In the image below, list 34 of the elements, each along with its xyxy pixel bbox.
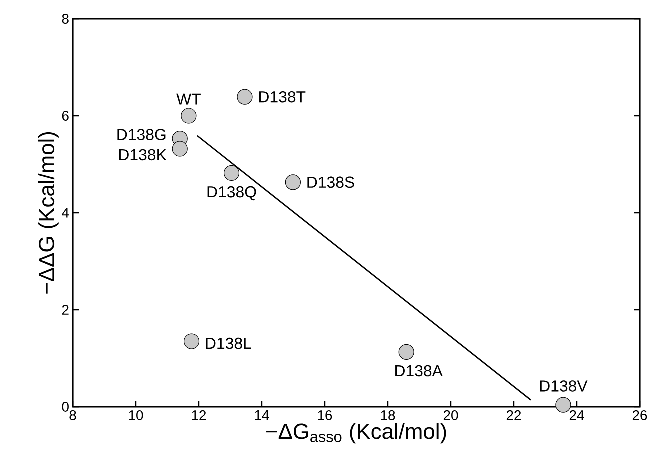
y-tick-label: 6 xyxy=(62,111,69,121)
point xyxy=(398,344,414,360)
annotation: D138Q xyxy=(208,186,256,201)
x-tick-label: 16 xyxy=(318,410,332,420)
annotation: WT xyxy=(176,94,201,105)
point xyxy=(184,334,200,350)
y-axis-title: −ΔΔG (Kcal/mol) xyxy=(38,132,59,294)
point xyxy=(224,165,240,182)
point xyxy=(181,108,197,124)
y-tick-label: 4 xyxy=(62,208,70,218)
y-tick-label: 8 xyxy=(62,14,69,24)
point xyxy=(237,89,253,105)
annotation: D138L xyxy=(206,338,252,350)
annotation: D138V xyxy=(540,380,588,392)
annotation: D138K xyxy=(119,149,167,161)
x-tick-label: 24 xyxy=(570,410,584,420)
point xyxy=(285,174,301,190)
x-tick-label: 8 xyxy=(70,410,76,420)
annotation: D138T xyxy=(260,91,306,103)
annotation: D138G xyxy=(118,129,166,140)
y-tick-label: 2 xyxy=(62,305,69,315)
annotation: D138S xyxy=(308,176,354,188)
x-tick-label: 14 xyxy=(255,410,270,420)
y-tick-label: 0 xyxy=(62,402,69,412)
x-tick-label: 18 xyxy=(381,410,396,420)
point xyxy=(556,397,572,413)
x-tick-label: 26 xyxy=(632,410,648,420)
x-tick-label: 10 xyxy=(129,410,144,420)
x-axis-title: −ΔG$_{asso}$ (Kcal/mol) xyxy=(266,423,446,444)
x-tick-label: 22 xyxy=(506,410,522,420)
x-tick-label: 20 xyxy=(444,410,458,420)
x-tick-label: 12 xyxy=(192,410,206,420)
annotation: D138A xyxy=(396,365,443,377)
point xyxy=(172,141,188,157)
